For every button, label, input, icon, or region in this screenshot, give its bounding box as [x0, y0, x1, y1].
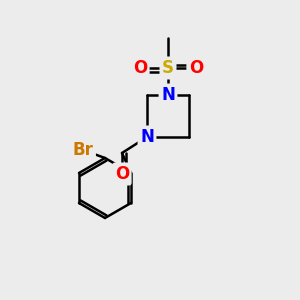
Text: N: N — [140, 128, 154, 146]
Text: S: S — [162, 59, 174, 77]
Text: O: O — [133, 59, 147, 77]
Text: N: N — [161, 86, 175, 104]
Text: O: O — [189, 59, 203, 77]
Text: O: O — [115, 165, 129, 183]
Text: Br: Br — [73, 141, 93, 159]
